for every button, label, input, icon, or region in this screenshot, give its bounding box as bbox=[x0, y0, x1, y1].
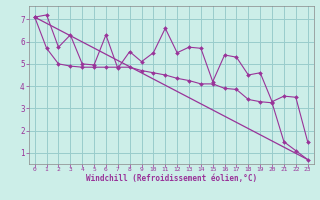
X-axis label: Windchill (Refroidissement éolien,°C): Windchill (Refroidissement éolien,°C) bbox=[86, 174, 257, 183]
